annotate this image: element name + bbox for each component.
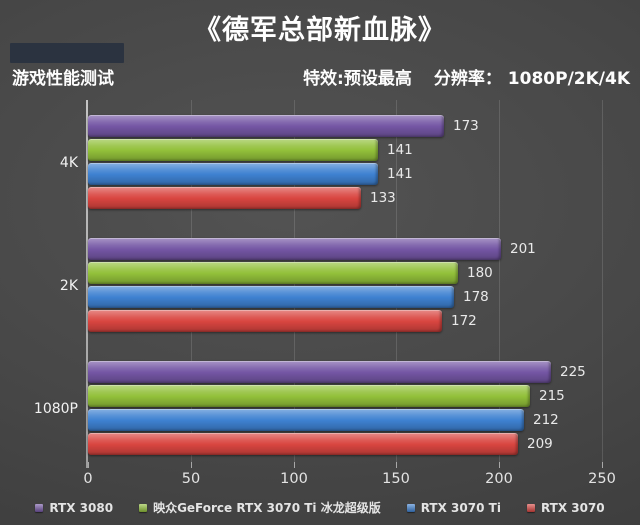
bar-value-label: 209 (527, 436, 553, 452)
axis-tick (88, 462, 89, 468)
bar-series-1-2k (88, 262, 458, 284)
x-axis-tick-label: 250 (588, 471, 616, 487)
bar-value-label: 172 (451, 313, 477, 329)
bar-series-3-4k (88, 187, 361, 209)
legend-item-3: RTX 3070 (526, 500, 605, 515)
category-label-2k: 2K (59, 278, 78, 294)
category-label-4k: 4K (59, 155, 78, 171)
bar-series-2-4k (88, 163, 378, 185)
legend-item-2: RTX 3070 Ti (406, 500, 501, 515)
bar-series-1-4k (88, 139, 378, 161)
settings-header: 特效:预设最高 分辨率： 1080P/2K/4K (303, 64, 630, 89)
bar-value-label: 173 (453, 118, 479, 134)
legend-item-0: RTX 3080 (35, 501, 113, 515)
gridline (602, 100, 603, 462)
bar-value-label: 212 (533, 412, 559, 428)
x-axis-tick-label: 150 (382, 471, 410, 487)
bar-series-2-2k (88, 286, 454, 308)
redaction-box (10, 43, 124, 63)
legend-label: RTX 3070 Ti (420, 500, 501, 515)
bar-series-0-2k (88, 238, 501, 260)
x-axis-tick-label: 200 (485, 471, 513, 487)
resolution-label: 分辨率： 1080P/2K/4K (433, 69, 630, 89)
axis-tick (191, 462, 192, 468)
legend-marker-icon (35, 503, 44, 512)
gridline (499, 100, 500, 462)
axis-tick (602, 462, 603, 468)
category-label-1080p: 1080P (33, 401, 78, 417)
bar-series-3-1080p (88, 433, 518, 455)
x-axis-tick-label: 100 (280, 471, 308, 487)
legend-item-1: 映众GeForce RTX 3070 Ti 冰龙超级版 (139, 499, 381, 516)
bar-value-label: 133 (370, 190, 396, 206)
axis-tick (396, 462, 397, 468)
bar-value-label: 141 (387, 142, 413, 158)
bar-value-label: 178 (463, 289, 489, 305)
axis-tick (499, 462, 500, 468)
x-axis-tick-label: 50 (181, 471, 201, 487)
bar-value-label: 180 (467, 265, 493, 281)
bar-value-label: 141 (387, 166, 413, 182)
bar-value-label: 225 (560, 364, 586, 380)
legend-label: RTX 3070 (540, 500, 605, 515)
legend-marker-icon (139, 503, 148, 512)
effects-label: 特效:预设最高 (303, 69, 412, 89)
bar-series-0-1080p (88, 361, 551, 383)
legend-marker-icon (406, 503, 415, 512)
bar-value-label: 201 (510, 241, 536, 257)
bar-series-3-2k (88, 310, 442, 332)
legend-marker-icon (526, 503, 535, 512)
legend-label: 映众GeForce RTX 3070 Ti 冰龙超级版 (153, 501, 381, 515)
legend-label: RTX 3080 (49, 500, 114, 515)
test-type-label: 游戏性能测试 (12, 69, 114, 89)
x-axis-tick-label: 0 (83, 471, 93, 487)
chart-title: 《德军总部新血脉》 (194, 15, 446, 46)
bar-series-0-4k (88, 115, 444, 137)
bar-value-label: 215 (539, 388, 565, 404)
bar-series-1-1080p (88, 385, 530, 407)
axis-tick (294, 462, 295, 468)
category-axis-line (86, 100, 88, 468)
bar-series-2-1080p (88, 409, 524, 431)
chart-legend: RTX 3080 映众GeForce RTX 3070 Ti 冰龙超级版 RTX 3… (0, 499, 640, 516)
